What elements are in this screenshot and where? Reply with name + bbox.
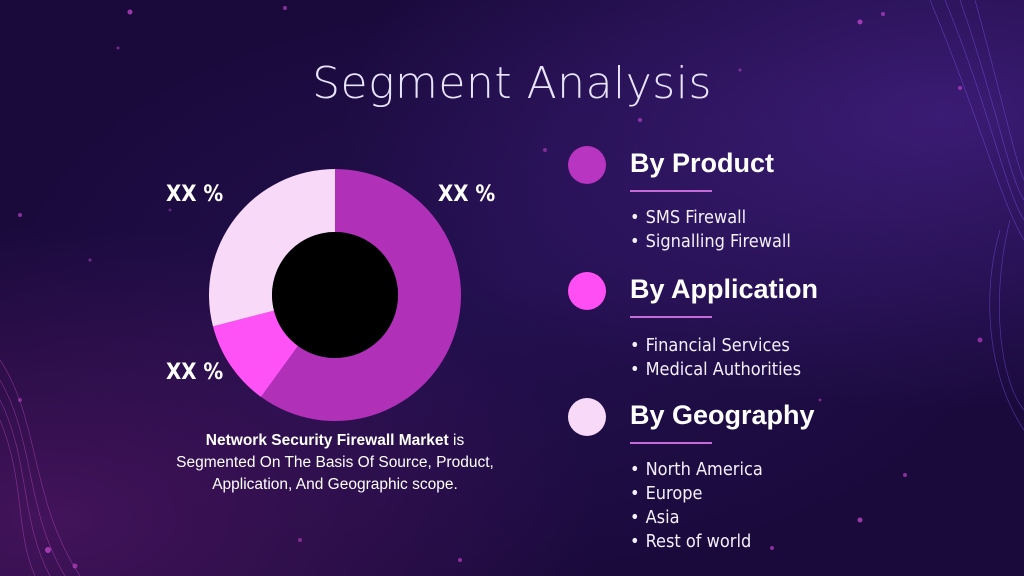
chart-caption: Network Security Firewall Market is Segm…: [170, 430, 500, 496]
list-item: Europe: [630, 482, 763, 506]
caption-market-name: Network Security Firewall Market: [205, 432, 449, 449]
donut-chart: [200, 160, 470, 430]
segment-underline: [630, 316, 712, 318]
list-item: Financial Services: [630, 334, 801, 358]
segment-list-geography: North America Europe Asia Rest of world: [630, 458, 763, 554]
caption-description: is Segmented On The Basis Of Source, Pro…: [176, 432, 494, 493]
list-item: Medical Authorities: [630, 358, 801, 382]
page-title: Segment Analysis: [312, 58, 712, 109]
segment-underline: [630, 442, 712, 444]
segment-dot-application: [568, 272, 606, 310]
segment-underline: [630, 190, 712, 192]
segment-by-application: By Application Financial Services Medica…: [568, 272, 988, 392]
segment-list-application: Financial Services Medical Authorities: [630, 334, 801, 382]
segment-by-geography: By Geography North America Europe Asia R…: [568, 398, 988, 568]
slice-label-pink: XX %: [166, 360, 224, 385]
list-item: Rest of world: [630, 530, 763, 554]
donut-slice-pink: [212, 310, 298, 397]
list-item: Asia: [630, 506, 763, 530]
segment-by-product: By Product SMS Firewall Signalling Firew…: [568, 146, 988, 256]
list-item: SMS Firewall: [630, 206, 791, 230]
segment-title-product: By Product: [630, 148, 775, 178]
segment-title-application: By Application: [630, 274, 819, 304]
donut-slice-light: [209, 169, 335, 327]
list-item: Signalling Firewall: [630, 230, 791, 254]
segment-list-product: SMS Firewall Signalling Firewall: [630, 206, 791, 254]
slice-label-purple: XX %: [438, 182, 496, 207]
donut-hole: [272, 232, 398, 358]
segment-dot-product: [568, 146, 606, 184]
donut-slice-purple: [260, 169, 461, 421]
list-item: North America: [630, 458, 763, 482]
segment-title-geography: By Geography: [630, 400, 815, 430]
slice-label-light: XX %: [166, 182, 224, 207]
segment-dot-geography: [568, 398, 606, 436]
